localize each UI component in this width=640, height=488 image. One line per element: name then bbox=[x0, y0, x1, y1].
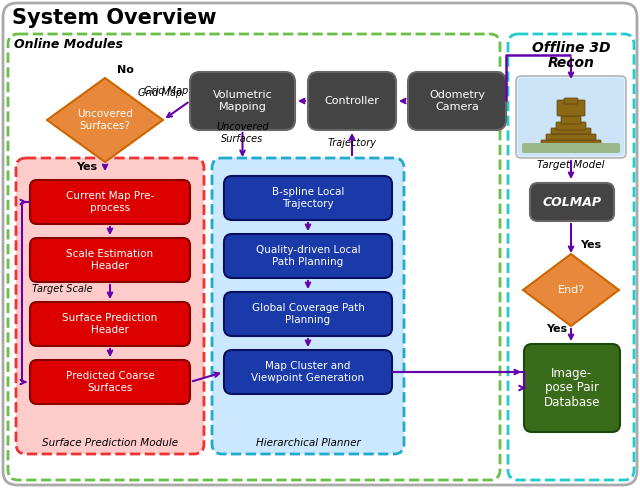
FancyBboxPatch shape bbox=[308, 72, 396, 130]
Text: COLMAP: COLMAP bbox=[543, 196, 602, 208]
Polygon shape bbox=[47, 78, 163, 162]
FancyBboxPatch shape bbox=[557, 100, 585, 116]
Text: Yes: Yes bbox=[580, 240, 602, 250]
FancyBboxPatch shape bbox=[224, 350, 392, 394]
FancyBboxPatch shape bbox=[564, 98, 578, 104]
FancyBboxPatch shape bbox=[541, 140, 601, 146]
Text: Target Scale: Target Scale bbox=[32, 284, 93, 294]
FancyBboxPatch shape bbox=[30, 238, 190, 282]
Text: Recon: Recon bbox=[548, 56, 595, 70]
Text: B-spline Local
Trajectory: B-spline Local Trajectory bbox=[272, 187, 344, 209]
Text: End?: End? bbox=[557, 285, 584, 295]
Text: Global Coverage Path
Planning: Global Coverage Path Planning bbox=[252, 303, 364, 325]
Text: Uncovered
Surfaces?: Uncovered Surfaces? bbox=[77, 109, 133, 131]
FancyBboxPatch shape bbox=[524, 344, 620, 432]
Text: Map Cluster and
Viewpoint Generation: Map Cluster and Viewpoint Generation bbox=[252, 361, 365, 383]
FancyBboxPatch shape bbox=[30, 360, 190, 404]
Text: Uncovered
Surfaces: Uncovered Surfaces bbox=[216, 122, 269, 144]
Text: Predicted Coarse
Surfaces: Predicted Coarse Surfaces bbox=[66, 371, 154, 393]
Text: Surface Prediction
Header: Surface Prediction Header bbox=[62, 313, 157, 335]
FancyBboxPatch shape bbox=[190, 72, 295, 130]
FancyBboxPatch shape bbox=[530, 183, 614, 221]
Text: No: No bbox=[116, 65, 133, 75]
FancyBboxPatch shape bbox=[3, 3, 637, 485]
Text: Odometry
Camera: Odometry Camera bbox=[429, 90, 485, 112]
FancyBboxPatch shape bbox=[408, 72, 506, 130]
Text: Volumetric
Mapping: Volumetric Mapping bbox=[212, 90, 273, 112]
Text: Hierarchical Planner: Hierarchical Planner bbox=[255, 438, 360, 448]
Text: Surface Prediction Module: Surface Prediction Module bbox=[42, 438, 178, 448]
FancyBboxPatch shape bbox=[518, 78, 624, 156]
Text: Controller: Controller bbox=[324, 96, 380, 106]
FancyBboxPatch shape bbox=[546, 134, 596, 140]
FancyBboxPatch shape bbox=[212, 158, 404, 454]
Polygon shape bbox=[523, 254, 619, 326]
Text: Offline 3D: Offline 3D bbox=[532, 41, 611, 55]
FancyBboxPatch shape bbox=[30, 302, 190, 346]
Text: Image-
pose Pair
Database: Image- pose Pair Database bbox=[544, 366, 600, 409]
Text: Trajectory: Trajectory bbox=[328, 138, 376, 148]
Text: Grid Map: Grid Map bbox=[138, 88, 182, 98]
Text: Current Map Pre-
process: Current Map Pre- process bbox=[66, 191, 154, 213]
Text: Target Model: Target Model bbox=[537, 160, 605, 170]
Text: System Overview: System Overview bbox=[12, 8, 216, 28]
FancyBboxPatch shape bbox=[30, 180, 190, 224]
Text: Grid Map: Grid Map bbox=[144, 86, 188, 96]
FancyBboxPatch shape bbox=[224, 292, 392, 336]
FancyBboxPatch shape bbox=[224, 176, 392, 220]
FancyBboxPatch shape bbox=[224, 234, 392, 278]
FancyBboxPatch shape bbox=[16, 158, 204, 454]
FancyBboxPatch shape bbox=[556, 122, 586, 130]
Text: Quality-driven Local
Path Planning: Quality-driven Local Path Planning bbox=[256, 245, 360, 267]
FancyBboxPatch shape bbox=[551, 128, 591, 134]
Text: Online Modules: Online Modules bbox=[14, 38, 123, 51]
FancyBboxPatch shape bbox=[516, 76, 626, 158]
FancyBboxPatch shape bbox=[522, 143, 620, 153]
Text: Scale Estimation
Header: Scale Estimation Header bbox=[67, 249, 154, 271]
Text: Yes: Yes bbox=[76, 162, 97, 172]
FancyBboxPatch shape bbox=[561, 116, 581, 124]
Text: Yes: Yes bbox=[547, 324, 568, 334]
